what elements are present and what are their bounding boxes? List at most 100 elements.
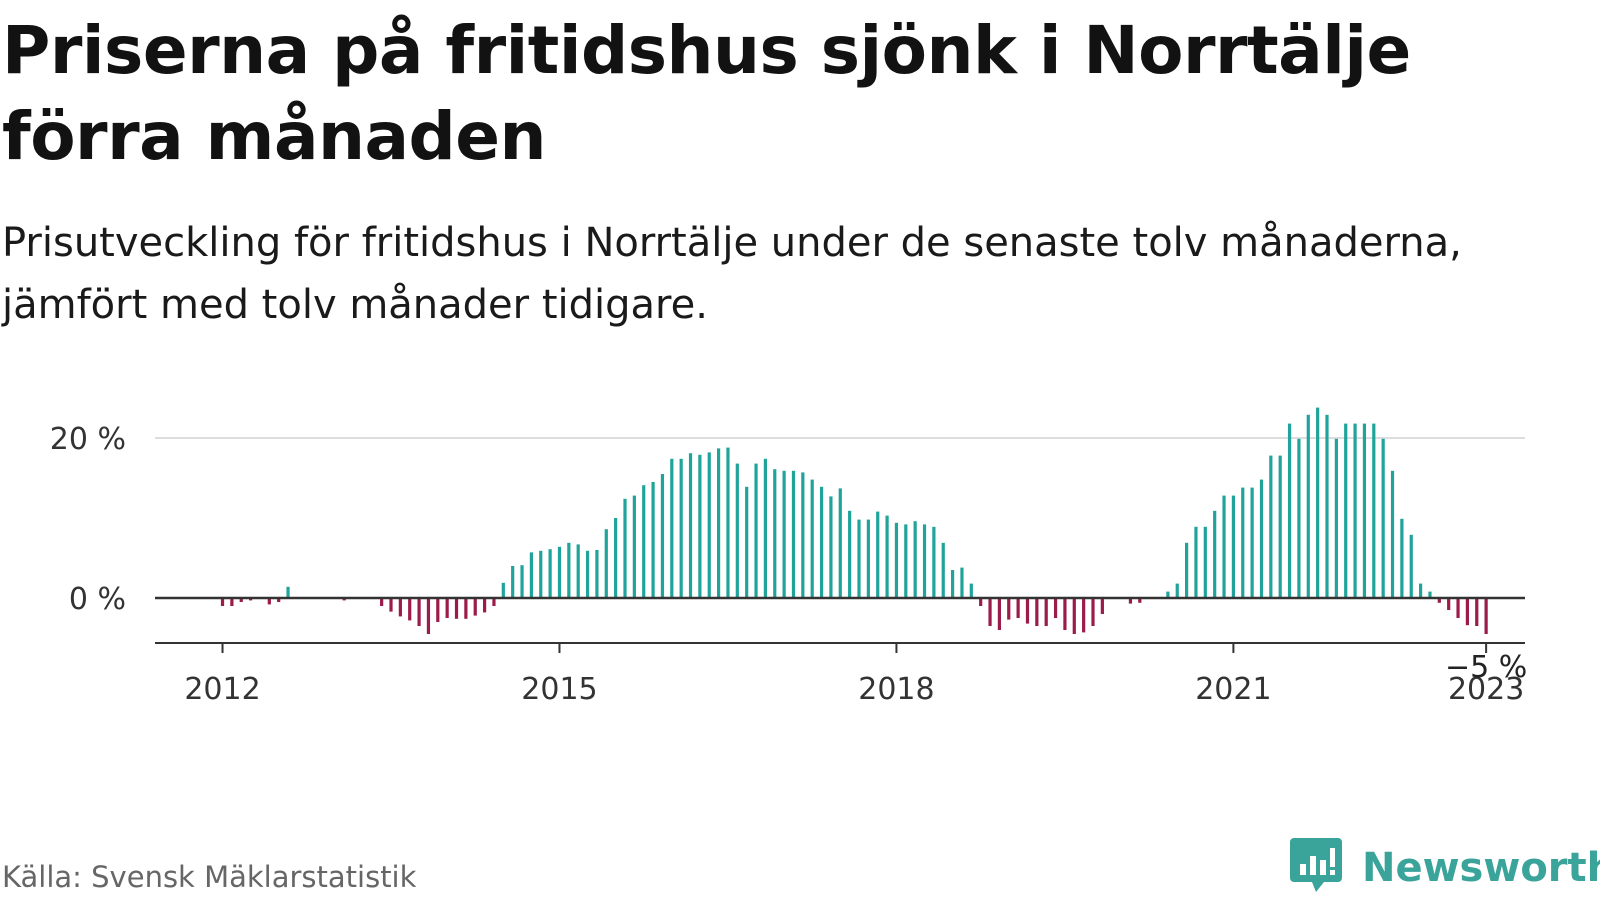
bar xyxy=(885,515,889,598)
bar xyxy=(426,598,431,634)
newsworthy-logo-icon xyxy=(1290,838,1342,892)
axes xyxy=(155,596,1525,653)
bar xyxy=(698,454,702,598)
bar xyxy=(1278,455,1282,598)
bar xyxy=(1419,583,1423,598)
bar xyxy=(922,524,927,598)
bar xyxy=(501,582,505,598)
bar xyxy=(267,598,271,605)
bar xyxy=(951,570,955,598)
bar xyxy=(1222,495,1226,598)
bar xyxy=(1456,598,1460,618)
bar xyxy=(548,549,552,598)
bar xyxy=(726,447,730,598)
x-tick-label: 2021 xyxy=(1195,672,1271,707)
bar xyxy=(1325,414,1329,598)
y-tick-label: 20 % xyxy=(50,422,126,457)
bar xyxy=(1390,470,1395,598)
bar xyxy=(1316,407,1320,598)
bar xyxy=(904,524,908,598)
bar xyxy=(286,586,290,598)
chart-title: Priserna på fritidshus sjönk i Norrtälje… xyxy=(2,12,1411,175)
bar xyxy=(417,598,421,626)
bar xyxy=(614,518,618,598)
annotations: −5 % xyxy=(1445,650,1527,685)
newsworthy-logo: Newsworthy xyxy=(1290,838,1600,898)
bar xyxy=(220,598,225,606)
bar xyxy=(941,542,945,598)
bar xyxy=(445,598,449,618)
bar xyxy=(1428,591,1432,598)
bar xyxy=(380,598,384,606)
bar xyxy=(520,565,524,598)
bar xyxy=(791,470,796,598)
bar xyxy=(557,546,562,598)
bar xyxy=(866,519,870,598)
bar xyxy=(1016,598,1020,618)
bar xyxy=(539,550,543,598)
x-tick-label: 2018 xyxy=(858,672,934,707)
bar xyxy=(1475,598,1479,626)
bar xyxy=(1203,526,1207,598)
source-note: Källa: Svensk Mäklarstatistik xyxy=(2,860,417,894)
bar xyxy=(1381,438,1385,598)
chart-subtitle: Prisutveckling för fritidshus i Norrtälj… xyxy=(2,220,1462,328)
bar xyxy=(773,469,777,598)
bar xyxy=(567,542,571,598)
bar xyxy=(763,458,767,598)
bar xyxy=(651,482,655,598)
bar xyxy=(876,511,880,598)
x-axis-labels: 2012 2015 2018 2021 2023 xyxy=(184,672,1524,707)
bar xyxy=(464,598,468,619)
bar xyxy=(1334,438,1338,598)
x-tick-label: 2023 xyxy=(1448,672,1524,707)
bar xyxy=(1250,487,1254,598)
bar xyxy=(979,598,983,606)
bar xyxy=(735,463,739,598)
bar xyxy=(492,598,496,606)
bar xyxy=(801,472,805,598)
bar xyxy=(1007,598,1011,620)
bar xyxy=(1025,598,1030,624)
bar xyxy=(1437,598,1441,603)
bar xyxy=(1297,438,1301,598)
bar xyxy=(1091,598,1095,626)
bar xyxy=(819,486,824,598)
bar xyxy=(988,598,992,626)
bar xyxy=(1138,598,1142,603)
bar xyxy=(810,479,814,598)
bar xyxy=(576,544,580,598)
bar xyxy=(688,453,693,598)
bar xyxy=(829,496,833,598)
bar xyxy=(1306,414,1310,598)
bar xyxy=(473,598,477,616)
bar xyxy=(483,598,487,613)
bar xyxy=(408,598,412,621)
bar xyxy=(969,583,973,598)
bar xyxy=(642,485,646,598)
bar xyxy=(239,598,243,602)
bar xyxy=(670,458,674,598)
bar xyxy=(1082,598,1086,633)
bar xyxy=(1063,598,1067,630)
bar xyxy=(1484,598,1488,634)
bar xyxy=(277,598,281,602)
bar xyxy=(436,598,440,622)
bar xyxy=(782,470,786,598)
bar xyxy=(932,526,936,598)
last-value-label: −5 % xyxy=(1445,650,1527,685)
bar xyxy=(604,529,608,598)
bar xyxy=(1035,598,1039,626)
bar xyxy=(1287,423,1292,598)
bar xyxy=(398,598,402,617)
bar xyxy=(632,495,636,598)
bars xyxy=(220,407,1488,634)
bar xyxy=(1194,526,1198,598)
bar xyxy=(913,521,917,598)
bar xyxy=(997,598,1001,630)
bar xyxy=(960,567,964,598)
bar xyxy=(1259,479,1264,598)
bar xyxy=(1362,423,1367,598)
bar-chart: 0 % 20 % 2012 2015 2018 2021 2023 −5 % xyxy=(50,407,1527,707)
bar xyxy=(1409,534,1413,598)
